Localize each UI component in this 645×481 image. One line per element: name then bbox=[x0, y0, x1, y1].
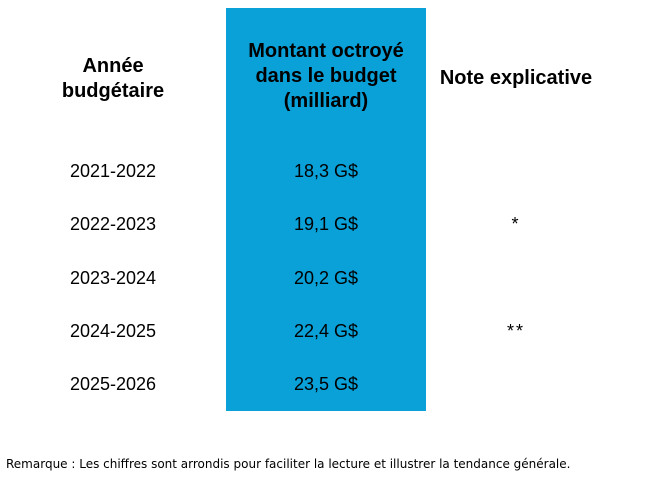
year-cell: 2021-2022 bbox=[69, 161, 157, 181]
header-amount-line-1: Montant octroyé bbox=[248, 40, 404, 62]
amount-column-highlight bbox=[226, 8, 426, 411]
amount-cell: 19,1 G$ bbox=[293, 214, 359, 234]
header-note: Note explicative bbox=[426, 66, 606, 91]
table-row: 2022-2023 19,1 G$ * bbox=[0, 209, 645, 239]
header-note-label: Note explicative bbox=[439, 67, 593, 89]
header-fiscal-year-line-2: budgétaire bbox=[61, 80, 165, 102]
header-amount: Montant octroyé dans le budget (milliard… bbox=[226, 39, 426, 114]
header-fiscal-year: Année budgétaire bbox=[40, 54, 186, 104]
amount-cell: 23,5 G$ bbox=[293, 374, 359, 394]
header-amount-line-2: dans le budget bbox=[255, 65, 397, 87]
year-cell: 2022-2023 bbox=[69, 214, 157, 234]
amount-cell: 18,3 G$ bbox=[293, 161, 359, 181]
note-cell: ** bbox=[506, 321, 525, 341]
year-cell: 2024-2025 bbox=[69, 321, 157, 341]
amount-cell: 20,2 G$ bbox=[293, 268, 359, 288]
header-amount-line-3: (milliard) bbox=[283, 90, 369, 112]
year-cell: 2025-2026 bbox=[69, 374, 157, 394]
year-cell: 2023-2024 bbox=[69, 268, 157, 288]
header-fiscal-year-line-1: Année bbox=[82, 55, 144, 77]
amount-cell: 22,4 G$ bbox=[293, 321, 359, 341]
footnote: Remarque : Les chiffres sont arrondis po… bbox=[6, 457, 571, 471]
note-cell: * bbox=[511, 214, 521, 234]
table-row: 2024-2025 22,4 G$ ** bbox=[0, 316, 645, 346]
table-row: 2023-2024 20,2 G$ bbox=[0, 263, 645, 293]
table-row: 2025-2026 23,5 G$ bbox=[0, 369, 645, 399]
table-row: 2021-2022 18,3 G$ bbox=[0, 156, 645, 186]
